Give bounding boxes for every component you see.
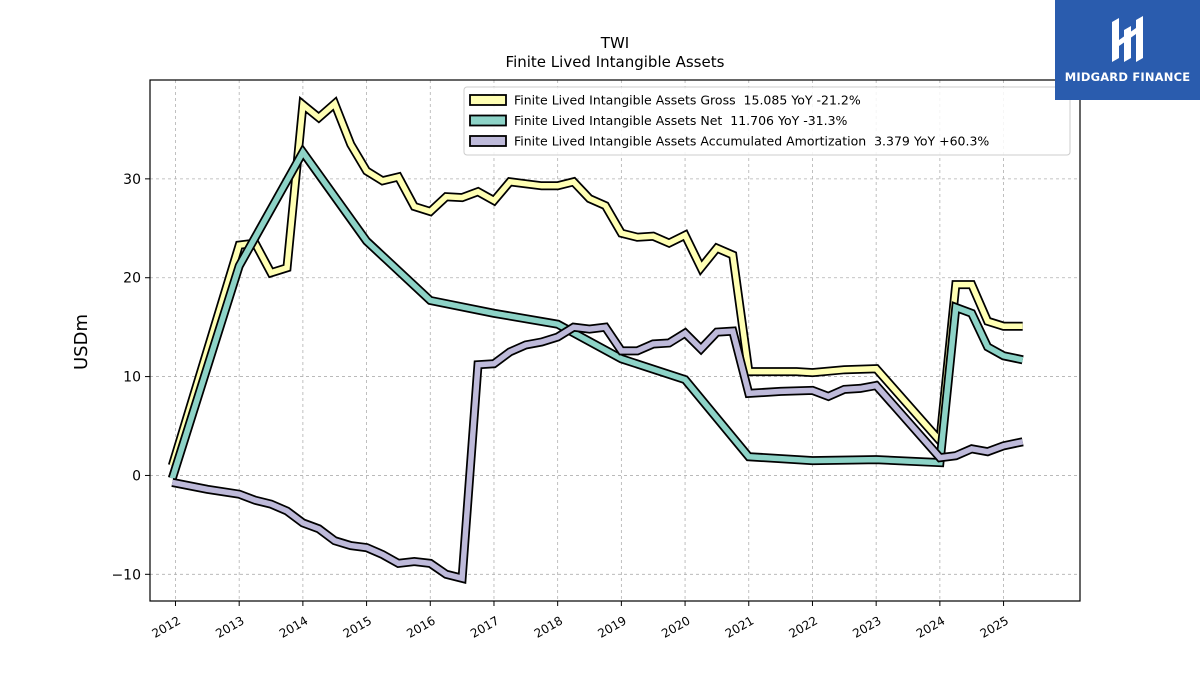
series-line-1	[169, 99, 1023, 467]
midgard-logo-icon	[1112, 16, 1143, 62]
x-tick-label: 2017	[468, 613, 501, 640]
x-tick-label: 2012	[150, 613, 183, 640]
x-tick-label: 2016	[404, 613, 437, 640]
legend-box	[463, 86, 1071, 156]
y-tick-label: 0	[132, 468, 141, 484]
chart-subtitle: Finite Lived Intangible Assets	[506, 53, 725, 71]
legend-swatch	[469, 114, 507, 127]
legend-swatch	[469, 135, 507, 147]
series-line-3	[171, 324, 1024, 582]
chart-title: TWI	[600, 34, 629, 52]
x-tick-label: 2023	[850, 613, 883, 640]
legend-swatch	[469, 94, 507, 106]
series-layer	[167, 95, 1024, 584]
logo-name: MIDGARD FINANCE	[1064, 70, 1191, 84]
y-axis-label: USDm	[71, 314, 92, 370]
y-tick-label: 20	[123, 271, 141, 287]
series-line-outline-3	[171, 322, 1024, 584]
x-tick-label: 2022	[787, 613, 820, 640]
y-axis-ticks: −10 0 10 20 30	[111, 172, 150, 583]
x-tick-label: 2025	[978, 613, 1011, 640]
series-line-2	[169, 147, 1024, 480]
brand-logo: MIDGARD FINANCE	[1055, 0, 1200, 100]
x-tick-label: 2024	[914, 613, 947, 640]
x-tick-label: 2019	[595, 613, 628, 640]
x-tick-label: 2013	[213, 613, 246, 640]
plot-frame	[149, 79, 1081, 602]
x-tick-label: 2020	[659, 613, 692, 640]
y-tick-label: 30	[123, 172, 141, 188]
x-tick-label: 2015	[341, 613, 374, 640]
legend-entry-label: Finite Lived Intangible Assets Gross 15.…	[514, 93, 861, 108]
y-tick-label: 10	[123, 370, 141, 386]
x-tick-label: 2021	[723, 613, 756, 640]
legend-entry-label: Finite Lived Intangible Assets Net 11.70…	[514, 113, 848, 128]
x-tick-label: 2018	[532, 613, 565, 640]
x-tick-label: 2014	[277, 613, 310, 640]
legend: Finite Lived Intangible Assets Gross 15.…	[463, 86, 1071, 156]
legend-entry-label: Finite Lived Intangible Assets Accumulat…	[514, 134, 989, 149]
x-axis-ticks: 2012 2013 2014 2015 2016 2017 2018 2019 2020 2021…	[150, 601, 1011, 641]
y-tick-label: −10	[111, 567, 141, 583]
